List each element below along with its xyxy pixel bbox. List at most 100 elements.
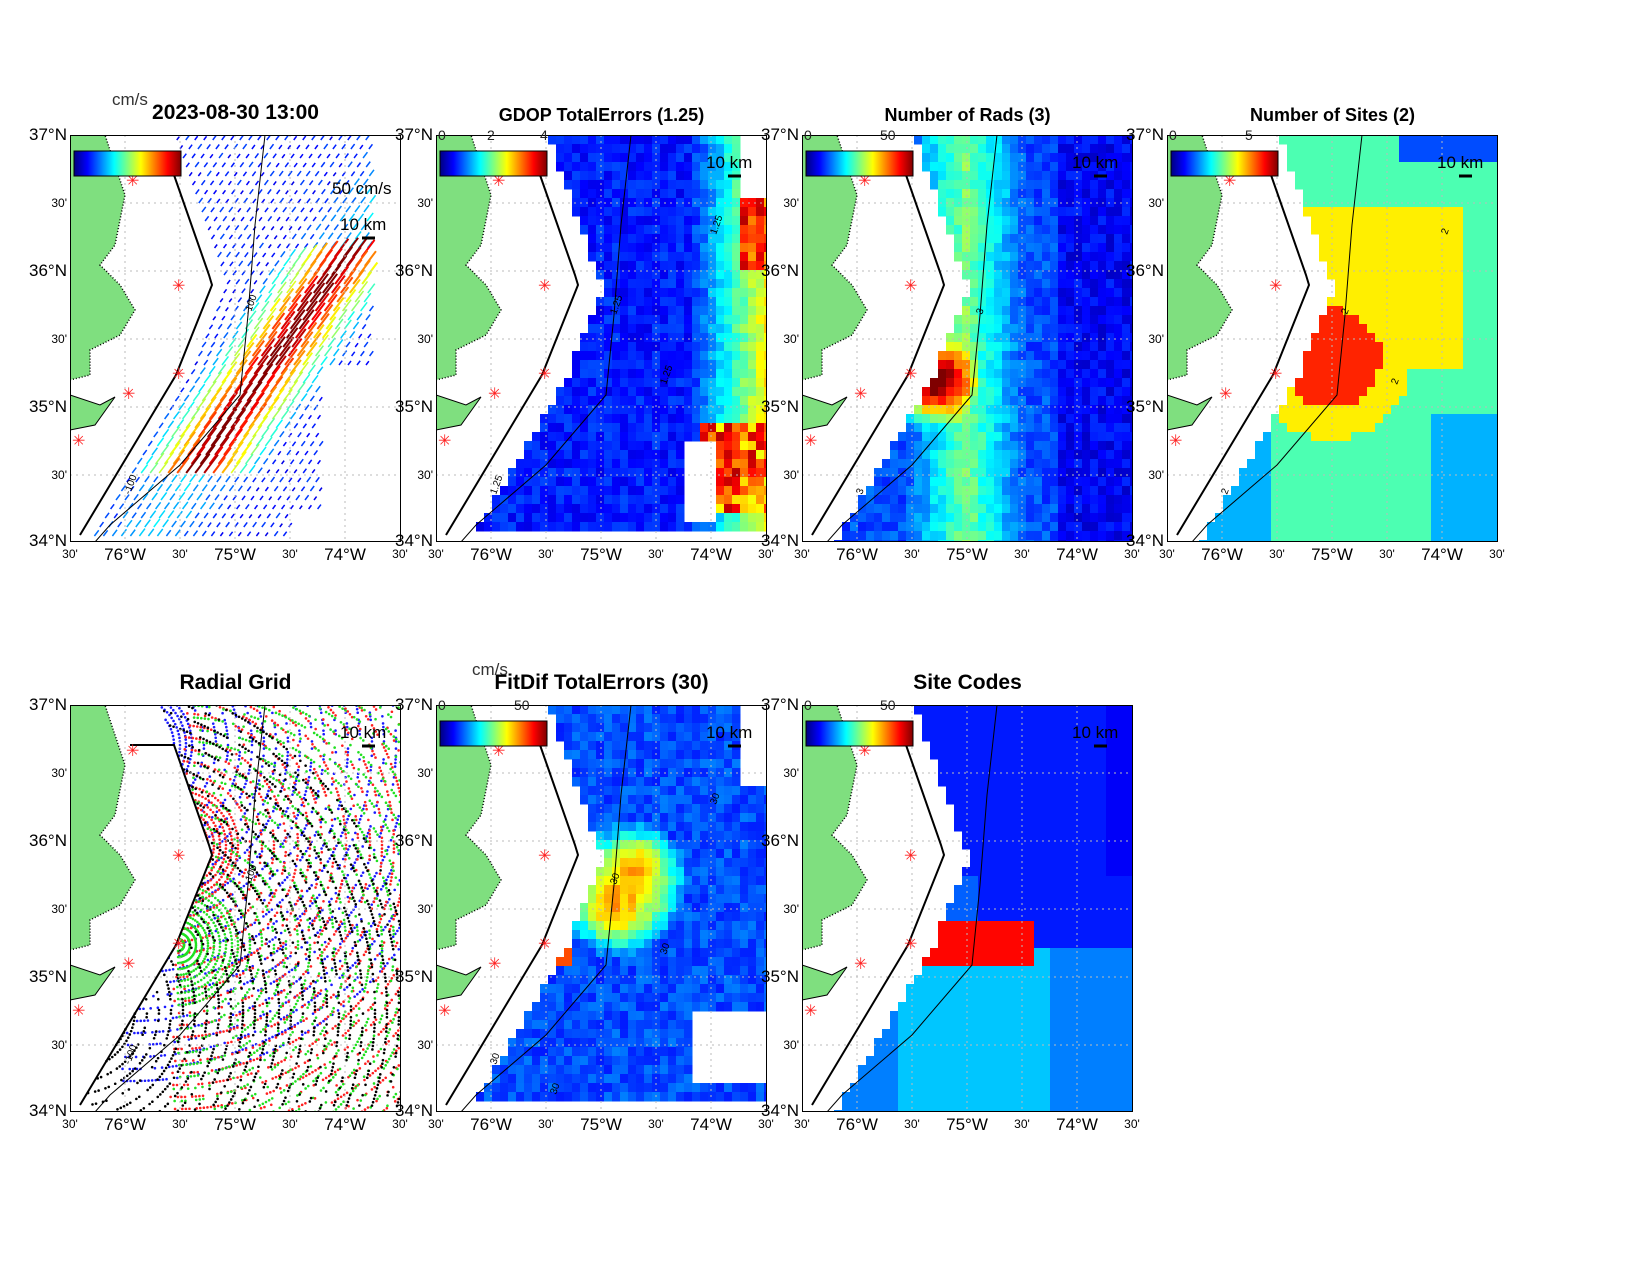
heatmap-cell — [732, 360, 741, 370]
heatmap-cell — [1463, 144, 1472, 154]
vector-arrow — [282, 486, 288, 492]
heatmap-cell — [1082, 522, 1091, 532]
heatmap-cell — [724, 405, 733, 415]
heatmap-cell — [994, 315, 1003, 325]
vector-arrow — [210, 426, 227, 447]
heatmap-cell — [1066, 243, 1075, 253]
heatmap-cell — [1415, 369, 1424, 379]
heatmap-cell — [684, 351, 693, 361]
vector-arrow — [253, 279, 258, 285]
heatmap-cell — [1383, 459, 1392, 469]
vector-arrow — [311, 468, 316, 474]
vector-arrow — [273, 235, 278, 240]
heatmap-cell — [1375, 504, 1384, 514]
heatmap-cell — [716, 396, 725, 406]
heatmap-cell — [676, 279, 685, 289]
heatmap-cell — [556, 135, 565, 145]
vector-arrow — [281, 460, 285, 465]
heatmap-cell — [732, 270, 741, 280]
heatmap-cell — [1311, 369, 1320, 379]
heatmap-cell — [1359, 144, 1368, 154]
heatmap-cell — [1407, 396, 1416, 406]
heatmap-cell — [946, 135, 955, 145]
heatmap-cell — [1391, 504, 1400, 514]
heatmap-cell — [994, 360, 1003, 370]
heatmap-cell — [1447, 405, 1456, 415]
vector-arrow — [271, 252, 276, 258]
heatmap-cell — [716, 459, 725, 469]
vector-arrow — [324, 198, 329, 204]
heatmap-cell — [1375, 288, 1384, 298]
heatmap-cell — [700, 324, 709, 334]
heatmap-cell — [1082, 198, 1091, 208]
heatmap-cell — [1487, 477, 1496, 487]
heatmap-cell — [874, 522, 883, 532]
heatmap-cell — [1351, 468, 1360, 478]
heatmap-cell — [1215, 522, 1224, 532]
heatmap-cell — [954, 351, 963, 361]
heatmap-cell — [1455, 459, 1464, 469]
heatmap-cell — [1367, 189, 1376, 199]
heatmap-cell — [628, 504, 637, 514]
vector-arrow — [258, 188, 263, 195]
heatmap-cell — [708, 288, 717, 298]
heatmap-cell — [1058, 288, 1067, 298]
vector-arrow — [267, 188, 272, 195]
heatmap-cell — [1447, 198, 1456, 208]
heatmap-cell — [652, 513, 661, 523]
vector-arrow — [270, 198, 275, 204]
heatmap-cell — [676, 324, 685, 334]
heatmap-cell — [588, 405, 597, 415]
heatmap-cell — [1407, 315, 1416, 325]
vector-arrow — [264, 385, 278, 402]
vector-arrow — [243, 224, 249, 231]
heatmap-cell — [1479, 225, 1488, 235]
heatmap-cell — [1375, 243, 1384, 253]
heatmap-cell — [644, 414, 653, 424]
heatmap-cell — [1495, 270, 1498, 280]
heatmap-cell — [1471, 522, 1480, 532]
heatmap-cell — [1279, 486, 1288, 496]
vector-arrow — [304, 404, 310, 411]
vector-arrow — [249, 188, 254, 195]
heatmap-cell — [596, 513, 605, 523]
heatmap-cell — [1415, 450, 1424, 460]
heatmap-cell — [1391, 432, 1400, 442]
vector-arrow — [279, 431, 285, 438]
heatmap-cell — [692, 423, 701, 433]
heatmap-cell — [1018, 243, 1027, 253]
vector-arrow — [299, 458, 304, 465]
heatmap-cell — [1303, 504, 1312, 514]
heatmap-cell — [1415, 144, 1424, 154]
heatmap-cell — [1375, 495, 1384, 505]
heatmap-cell — [1130, 144, 1133, 154]
heatmap-cell — [668, 153, 677, 163]
heatmap-cell — [1431, 396, 1440, 406]
heatmap-cell — [1122, 513, 1131, 523]
heatmap-cell — [724, 135, 733, 145]
heatmap-cell — [1455, 234, 1464, 244]
heatmap-cell — [1407, 261, 1416, 271]
vector-arrow — [276, 216, 281, 222]
heatmap-cell — [1050, 378, 1059, 388]
grid-point — [256, 855, 259, 859]
vector-arrow — [225, 225, 231, 231]
heatmap-cell — [1074, 234, 1083, 244]
heatmap-cell — [1295, 396, 1304, 406]
heatmap-cell — [636, 486, 645, 496]
vector-arrow — [225, 346, 234, 357]
heatmap-cell — [1042, 477, 1051, 487]
grid-point — [178, 743, 182, 747]
heatmap-cell — [1367, 252, 1376, 262]
heatmap-cell — [970, 279, 979, 289]
vector-arrow — [302, 135, 307, 141]
heatmap-cell — [874, 477, 883, 487]
heatmap-cell — [970, 351, 979, 361]
heatmap-cell — [1034, 216, 1043, 226]
heatmap-cell — [1439, 225, 1448, 235]
grid-point — [203, 785, 207, 788]
heatmap-cell — [748, 522, 757, 532]
heatmap-cell — [1114, 450, 1123, 460]
heatmap-cell — [1407, 297, 1416, 307]
heatmap-cell — [1391, 225, 1400, 235]
